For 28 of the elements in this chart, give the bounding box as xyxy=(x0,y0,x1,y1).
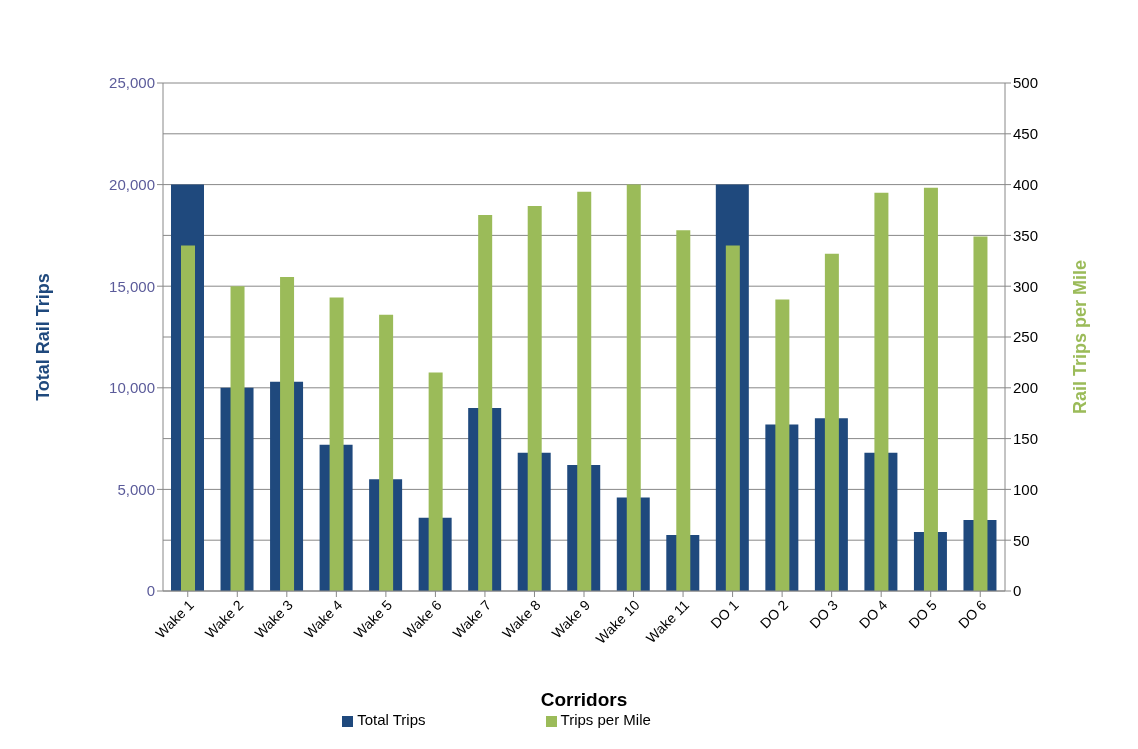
y-tick-label: 0 xyxy=(146,582,155,600)
y2-tick-label: 350 xyxy=(1013,226,1039,244)
legend-label: Trips per Mile xyxy=(560,711,651,728)
y2-tick-label: 250 xyxy=(1013,328,1039,346)
y2-tick-label: 300 xyxy=(1013,277,1039,295)
x-tick-label: DO 5 xyxy=(905,596,940,632)
y-tick-label: 10,000 xyxy=(109,379,155,397)
y2-tick-label: 50 xyxy=(1013,531,1030,549)
x-tick-label: DO 3 xyxy=(806,596,841,632)
y-axis-title: Total Rail Trips xyxy=(33,273,54,401)
y-tick-label: 20,000 xyxy=(109,175,155,193)
y2-tick-label: 450 xyxy=(1013,125,1039,143)
y2-tick-label: 100 xyxy=(1013,480,1039,498)
x-tick-label: DO 6 xyxy=(954,596,990,632)
x-axis-title: Corridors xyxy=(540,689,628,710)
y-tick-label: 25,000 xyxy=(109,74,155,92)
y-tick-label: 15,000 xyxy=(109,277,155,295)
y2-tick-label: 150 xyxy=(1013,429,1039,447)
x-tick-label: DO 1 xyxy=(707,596,742,632)
x-tick-label: DO 4 xyxy=(855,596,891,632)
legend-label: Total Trips xyxy=(357,711,426,728)
x-tick-label: DO 2 xyxy=(756,596,792,632)
y2-tick-label: 200 xyxy=(1013,379,1039,397)
y-tick-label: 5,000 xyxy=(117,480,155,498)
y2-tick-label: 400 xyxy=(1013,175,1039,193)
y2-axis-title: Rail Trips per Mile xyxy=(1070,259,1091,415)
y2-tick-label: 500 xyxy=(1013,74,1039,92)
y2-tick-label: 0 xyxy=(1013,582,1022,600)
